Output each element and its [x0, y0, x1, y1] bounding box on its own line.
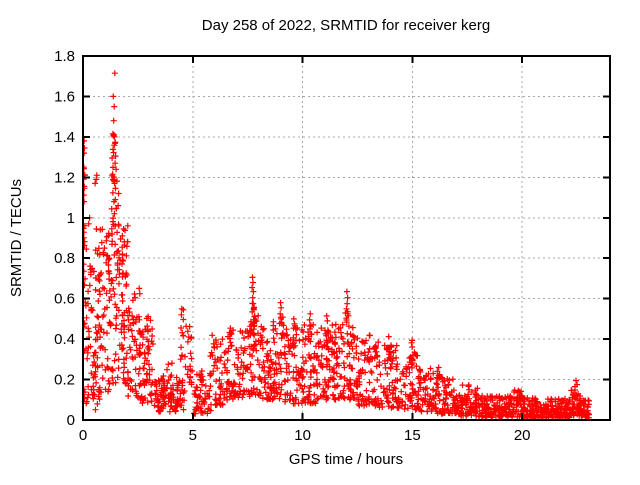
scatter-points: [83, 70, 592, 420]
y-tick-label: 0.8: [54, 250, 75, 267]
y-tick-label: 1.6: [54, 88, 75, 105]
x-axis-label: GPS time / hours: [289, 451, 403, 468]
x-tick-label: 20: [514, 427, 531, 444]
y-tick-label: 0.6: [54, 291, 75, 308]
y-tick-label: 1.4: [54, 129, 75, 146]
scatter-marker-path: [83, 70, 592, 420]
plot-border: [82, 55, 611, 421]
chart-title: Day 258 of 2022, SRMTID for receiver ker…: [202, 17, 490, 34]
y-tick-label: 1: [67, 210, 75, 227]
grid-lines: [83, 56, 610, 420]
x-tick-label: 5: [189, 427, 197, 444]
y-tick-label: 0.2: [54, 372, 75, 389]
y-tick-label: 1.2: [54, 169, 75, 186]
x-tick-label: 10: [294, 427, 311, 444]
x-tick-label: 0: [79, 427, 87, 444]
y-axis-label: SRMTID / TECUs: [8, 179, 25, 297]
y-tick-label: 0.4: [54, 331, 75, 348]
axis-ticks: [82, 55, 610, 421]
x-tick-label: 15: [404, 427, 421, 444]
tick-labels: 0 5 10 15 20 0 0.2 0.4 0.6 0.8 1 1.2 1.4 1.6 1.8: [54, 48, 530, 444]
y-tick-label: 1.8: [54, 48, 75, 65]
y-tick-label: 0: [67, 412, 75, 429]
plot-border-rect: [82, 55, 611, 421]
